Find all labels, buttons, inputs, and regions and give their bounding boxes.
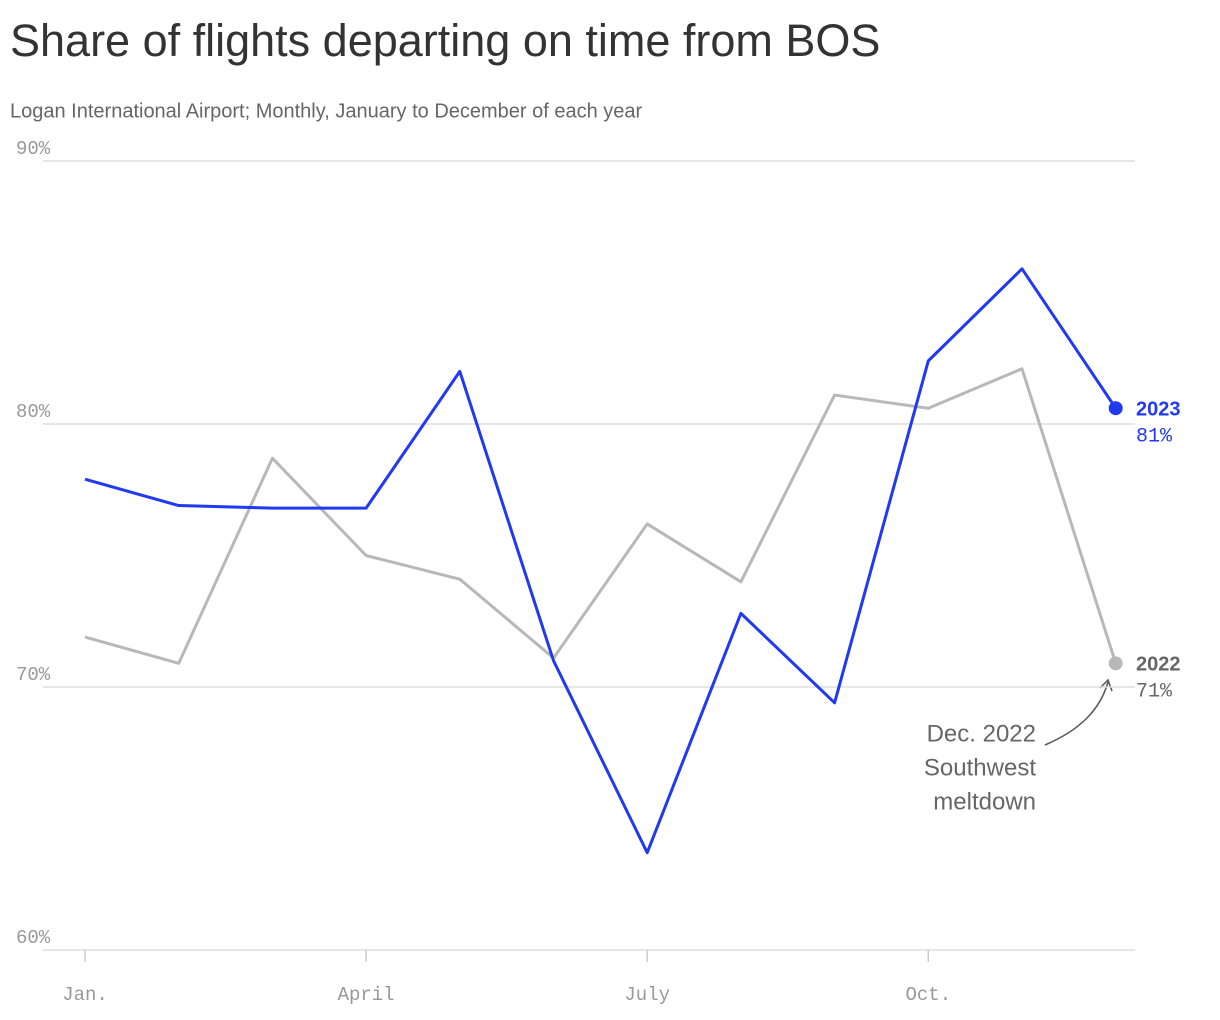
y-tick-label: 90% bbox=[16, 138, 51, 160]
value-label: 81% bbox=[1136, 426, 1173, 449]
chart-subtitle: Logan International Airport; Monthly, Ja… bbox=[10, 100, 643, 122]
x-tick-label: April bbox=[338, 984, 395, 1006]
annotation: Southwest bbox=[924, 754, 1036, 781]
end-point bbox=[1108, 401, 1123, 416]
y-tick-label: 80% bbox=[16, 401, 51, 423]
y-tick-label: 60% bbox=[16, 927, 51, 949]
y-tick-label: 70% bbox=[16, 664, 51, 686]
series-label: 2023 bbox=[1136, 399, 1181, 421]
x-tick-label: Jan. bbox=[62, 984, 108, 1006]
annotation: meltdown bbox=[933, 788, 1036, 815]
annotation-arrow bbox=[1044, 681, 1109, 746]
series-label: 2022 bbox=[1136, 654, 1181, 676]
series-line bbox=[84, 267, 1117, 855]
series-line bbox=[84, 367, 1118, 665]
chart-title: Share of flights departing on time from … bbox=[10, 15, 880, 66]
x-tick-label: Oct. bbox=[905, 984, 951, 1006]
x-tick-label: July bbox=[624, 984, 670, 1006]
end-point bbox=[1108, 656, 1123, 671]
value-label: 71% bbox=[1136, 681, 1173, 704]
annotation: Dec. 2022 bbox=[927, 720, 1036, 747]
